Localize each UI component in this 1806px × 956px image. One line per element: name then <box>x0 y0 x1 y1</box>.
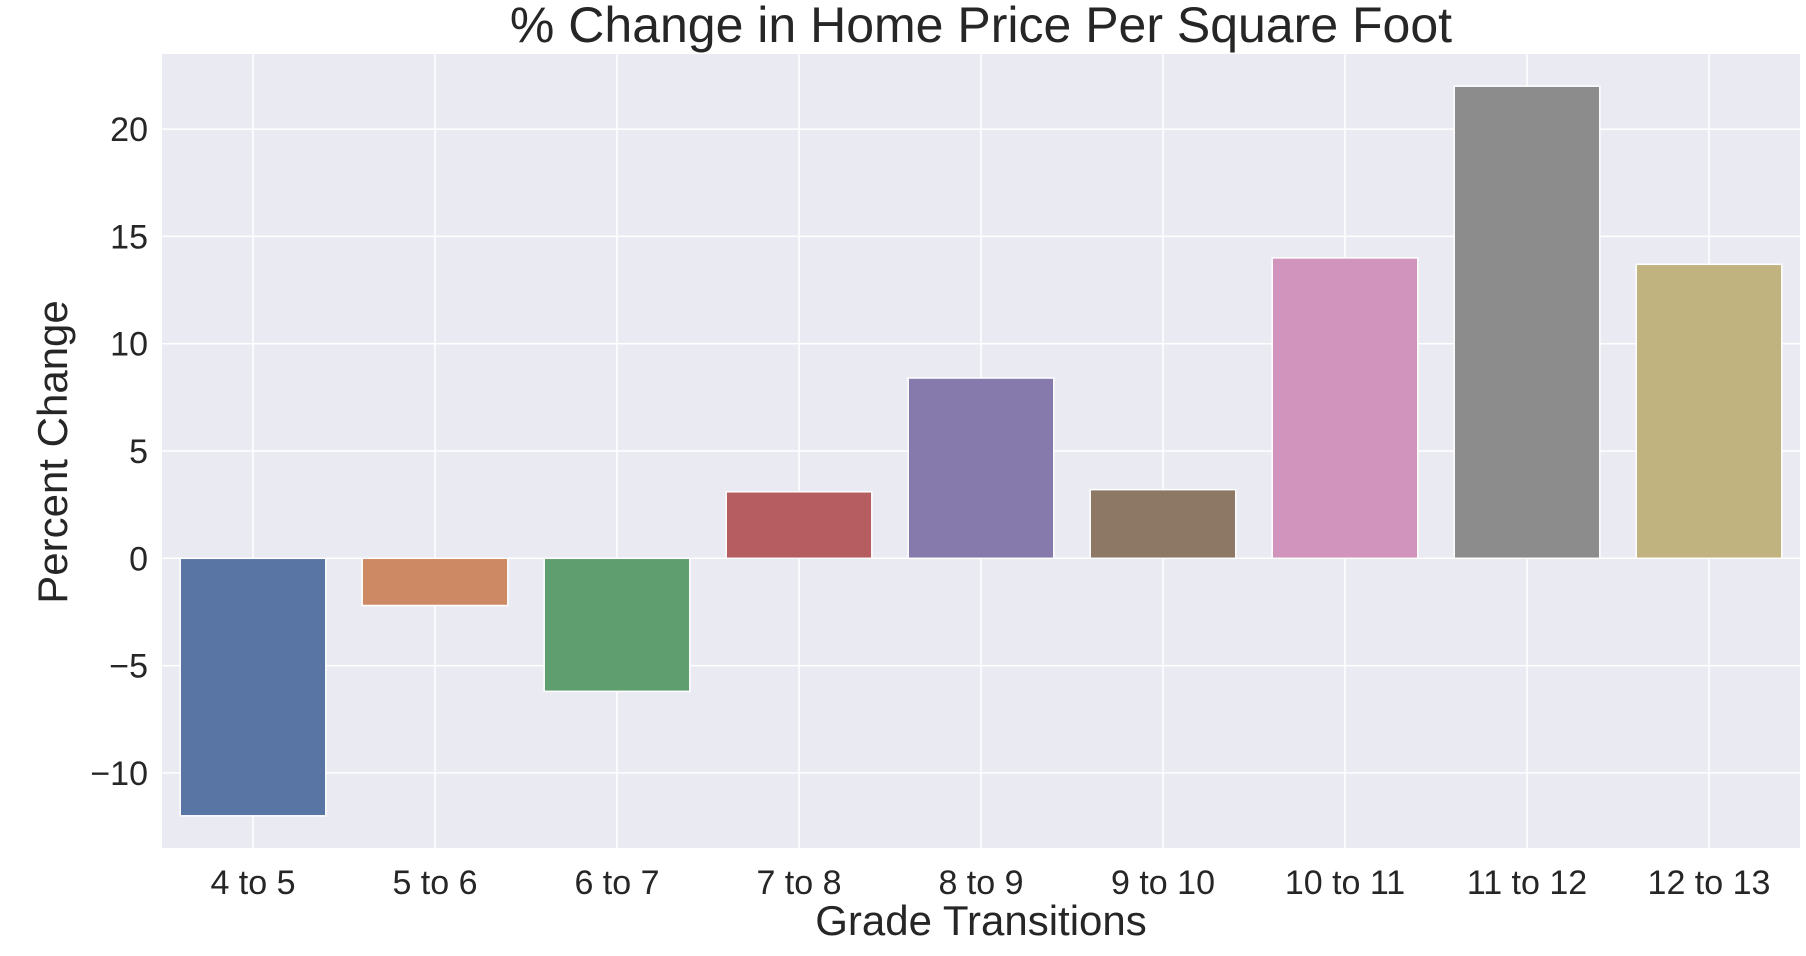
y-tick-label: 20 <box>110 111 148 149</box>
bar <box>907 377 1055 560</box>
y-tick-label: 15 <box>110 218 148 256</box>
x-tick-label: 11 to 12 <box>1467 864 1587 902</box>
y-axis-label: Percent Change <box>29 300 76 604</box>
bar <box>725 491 873 560</box>
x-tick-label: 9 to 10 <box>1111 864 1215 902</box>
x-tick-label: 8 to 9 <box>938 864 1023 902</box>
bar <box>1271 257 1419 560</box>
bar <box>1635 263 1783 560</box>
y-tick-label: 10 <box>110 326 148 364</box>
x-tick-label: 7 to 8 <box>756 864 841 902</box>
y-tick-label: −5 <box>109 648 148 686</box>
x-tick-labels: 4 to 5 5 to 6 6 to 7 7 to 8 8 to 9 9 to 10 10 … <box>210 864 1770 902</box>
y-tick-label: 5 <box>129 433 148 471</box>
bar <box>1453 85 1601 560</box>
chart-title: % Change in Home Price Per Square Foot <box>510 0 1452 53</box>
y-tick-labels: −10 −5 0 5 10 15 20 <box>90 111 148 793</box>
bar <box>179 557 327 817</box>
bar <box>543 557 691 693</box>
bars <box>179 85 1783 817</box>
bar <box>361 557 509 607</box>
x-tick-label: 4 to 5 <box>210 864 295 902</box>
x-tick-label: 5 to 6 <box>392 864 477 902</box>
y-tick-label: 0 <box>129 540 148 578</box>
x-tick-label: 12 to 13 <box>1648 864 1771 902</box>
x-tick-label: 6 to 7 <box>574 864 659 902</box>
x-tick-label: 10 to 11 <box>1285 864 1405 902</box>
y-tick-label: −10 <box>90 755 148 793</box>
bar <box>1089 488 1237 560</box>
x-axis-label: Grade Transitions <box>815 897 1147 944</box>
